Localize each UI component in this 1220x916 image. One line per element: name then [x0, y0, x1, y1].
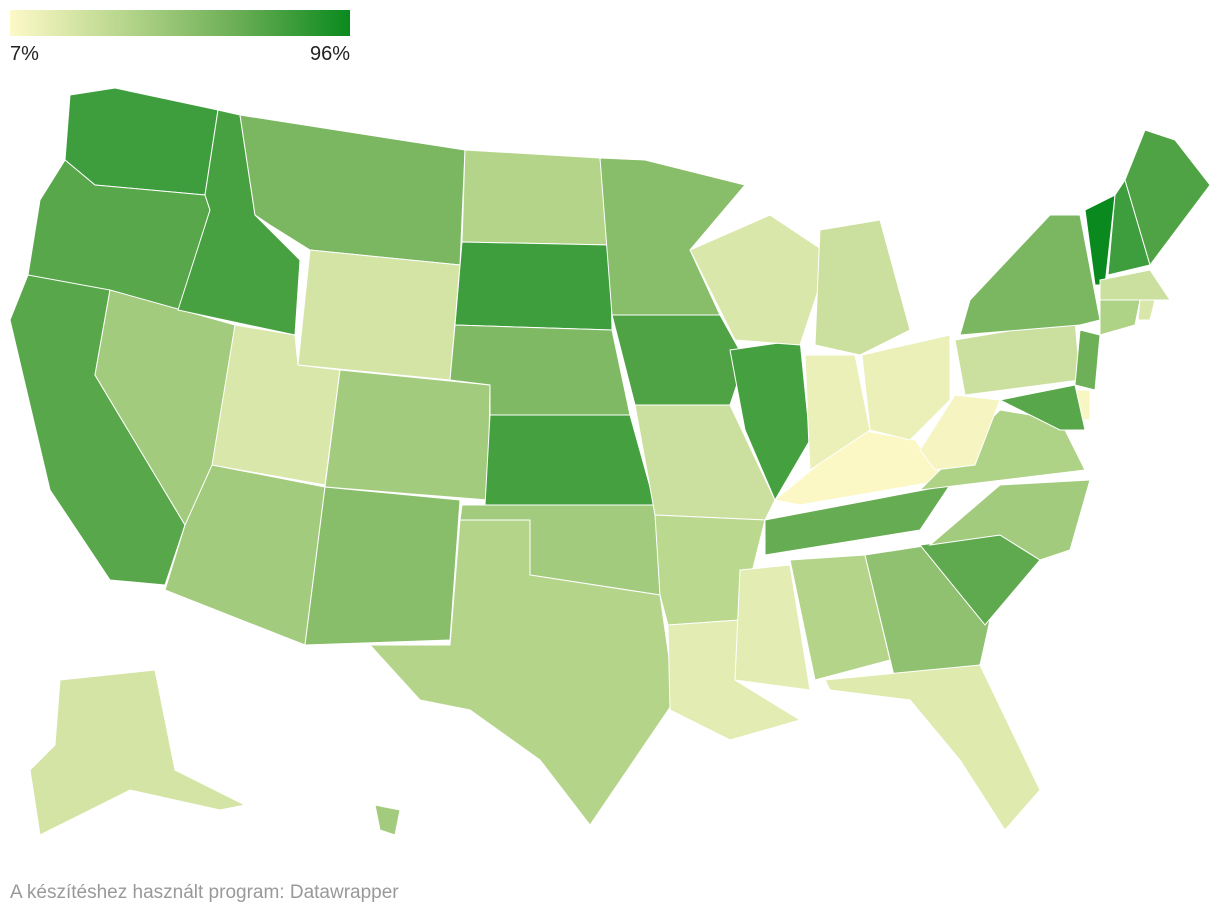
region [454, 241, 613, 331]
region [164, 464, 326, 646]
region [1074, 329, 1101, 391]
region [998, 384, 1086, 431]
legend-min: 7% [10, 43, 39, 65]
region [1124, 129, 1211, 267]
region [461, 149, 611, 246]
region [814, 219, 911, 356]
legend-max: 96% [310, 43, 350, 65]
region [374, 804, 401, 836]
region [861, 334, 951, 441]
region [919, 394, 1001, 471]
footer: A készítéshez használt program: Datawrap… [10, 882, 399, 903]
region [304, 486, 461, 646]
region [928, 479, 1091, 561]
region [324, 369, 491, 501]
region [634, 404, 776, 521]
region [1099, 299, 1141, 336]
region [1137, 299, 1156, 321]
region [824, 664, 1041, 831]
region [29, 669, 247, 836]
legend-bar [10, 10, 350, 36]
region [1099, 269, 1171, 301]
region [764, 484, 952, 556]
region [864, 544, 991, 681]
region [611, 314, 746, 406]
region [297, 249, 461, 381]
region [959, 214, 1101, 336]
region [689, 214, 831, 346]
region [368, 519, 676, 826]
region [734, 564, 811, 691]
region [484, 414, 656, 506]
